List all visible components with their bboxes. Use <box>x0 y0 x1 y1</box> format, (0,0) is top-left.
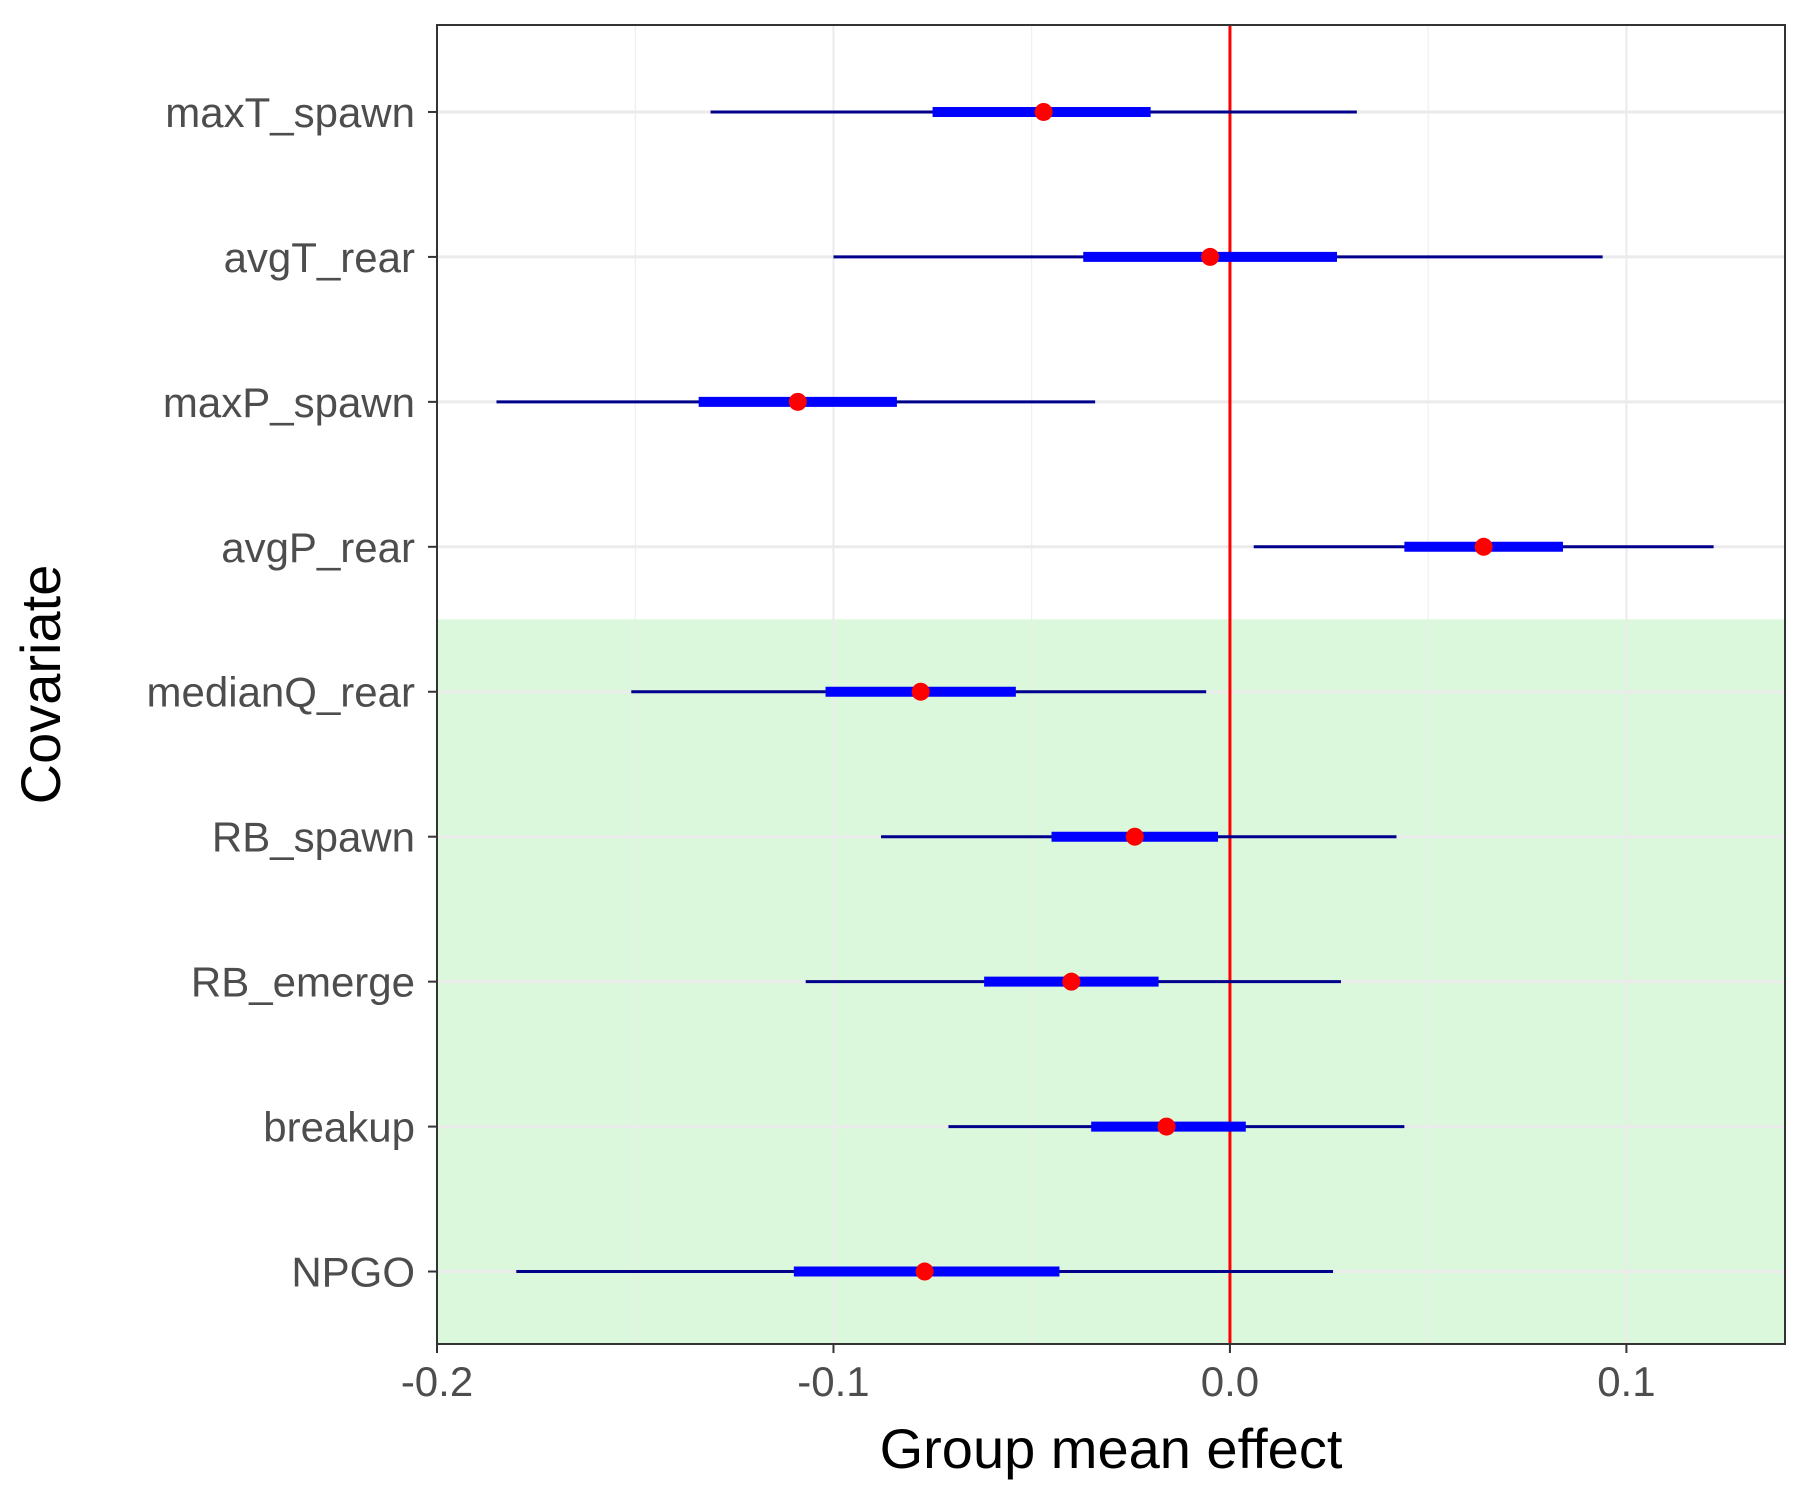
x-tick-label: 0.0 <box>1201 1358 1259 1405</box>
mean-point <box>915 1262 934 1281</box>
covariate-RB_emerge <box>805 972 1341 991</box>
covariate-avgP_rear <box>1253 537 1714 556</box>
y-tick-label: RB_spawn <box>212 814 415 861</box>
covariate-medianQ_rear <box>631 682 1207 701</box>
x-tick-label: -0.1 <box>797 1358 869 1405</box>
covariate-NPGO <box>516 1262 1334 1281</box>
y-tick-label: medianQ_rear <box>147 669 415 716</box>
y-tick-label: avgT_rear <box>224 234 415 281</box>
x-tick-label: -0.2 <box>401 1358 473 1405</box>
covariate-maxP_spawn <box>496 392 1096 411</box>
y-tick-label: avgP_rear <box>221 524 415 571</box>
covariate-breakup <box>948 1117 1405 1136</box>
panel-border <box>436 24 1786 1345</box>
y-tick-label: NPGO <box>291 1249 415 1296</box>
x-axis-title: Group mean effect <box>880 1417 1343 1480</box>
x-tick-label: 0.1 <box>1597 1358 1655 1405</box>
y-tick-label: maxT_spawn <box>165 89 415 136</box>
mean-point <box>1201 247 1220 266</box>
mean-point <box>1034 102 1053 121</box>
covariate-avgT_rear <box>833 247 1603 266</box>
data-layer <box>496 25 1714 1344</box>
y-tick-label: breakup <box>263 1104 415 1151</box>
mean-point <box>1157 1117 1176 1136</box>
mean-point <box>1062 972 1081 991</box>
mean-point <box>1474 537 1493 556</box>
covariate-maxT_spawn <box>710 102 1357 121</box>
mean-point <box>788 392 807 411</box>
y-axis-title: Covariate <box>9 565 72 805</box>
covariate-RB_spawn <box>881 827 1397 846</box>
y-tick-label: maxP_spawn <box>163 379 415 426</box>
y-tick-label: RB_emerge <box>191 959 415 1006</box>
axis-layer: maxT_spawn avgT_rear maxP_spawn avgP_rearme… <box>147 89 1656 1405</box>
mean-point <box>911 682 930 701</box>
mean-point <box>1125 827 1144 846</box>
